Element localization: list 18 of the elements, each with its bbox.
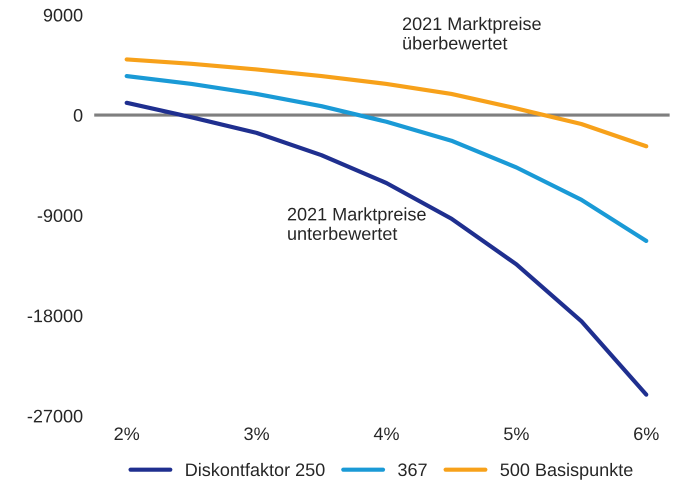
- x-tick-label: 3%: [244, 427, 269, 440]
- annotation: 2021 Marktpreise unterbewertet: [288, 207, 426, 240]
- y-tick-label: 9000: [44, 8, 82, 22]
- x-tick-label: 2%: [114, 427, 140, 440]
- annotation: 2021 Marktpreise überbewertet: [402, 16, 541, 50]
- legend-label: 500 Basispunkte: [500, 462, 632, 480]
- line-series: [124, 74, 648, 244]
- x-tick-label: 4%: [374, 427, 399, 440]
- line-series: [124, 100, 648, 397]
- y-tick-label: -27000: [28, 410, 82, 423]
- x-tick-label: 5%: [504, 427, 529, 440]
- y-tick-label: -18000: [28, 309, 82, 322]
- line-series: [124, 57, 648, 148]
- legend-label: 367: [398, 463, 427, 476]
- y-tick-label: 0: [74, 109, 82, 122]
- x-tick-label: 6%: [634, 427, 659, 440]
- y-tick-label: -9000: [38, 209, 82, 222]
- legend-label: Diskontfaktor 250: [186, 462, 325, 476]
